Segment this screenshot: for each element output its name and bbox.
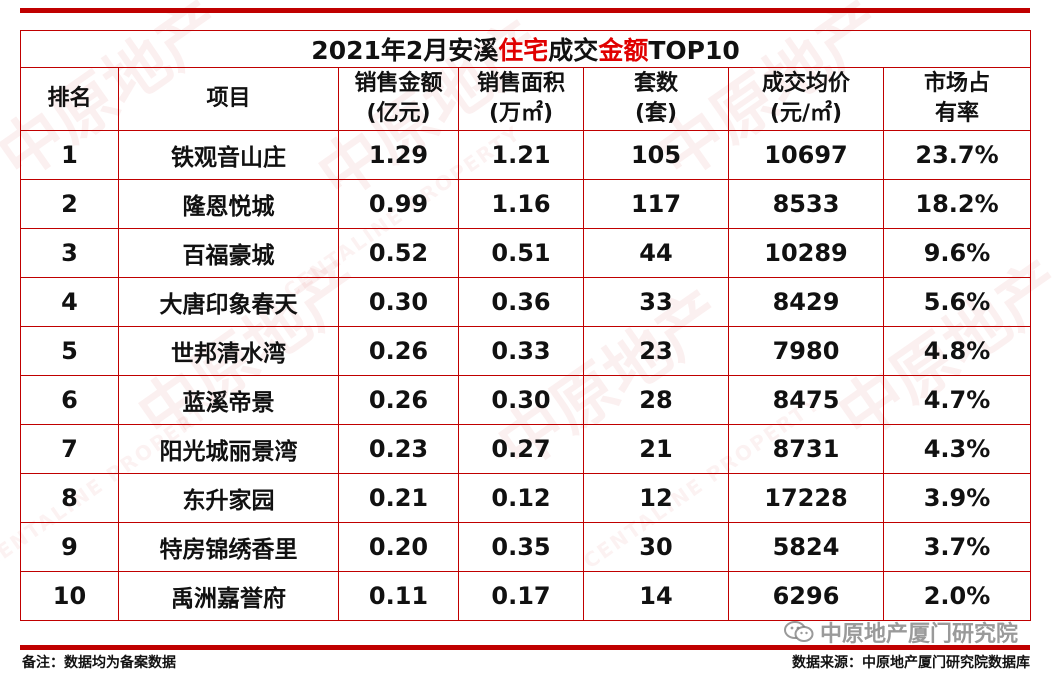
table-row: 4 大唐印象春天 0.30 0.36 33 8429 5.6%: [20, 277, 1032, 327]
cell-project: 百福豪城: [118, 228, 339, 278]
cell-sales-area: 0.51: [458, 228, 584, 278]
cell-sales-area: 0.33: [458, 326, 584, 376]
cell-project: 蓝溪帝景: [118, 375, 339, 425]
cell-avg-price: 7980: [728, 326, 884, 376]
table-row: 6 蓝溪帝景 0.26 0.30 28 8475 4.7%: [20, 375, 1032, 425]
table-title: 2021年2月安溪住宅成交金额TOP10: [19, 30, 1032, 68]
brand-mark: 中原地产厦门研究院: [783, 616, 1018, 648]
cell-avg-price: 5824: [728, 522, 884, 572]
cell-avg-price: 6296: [728, 571, 884, 621]
cell-market-share: 4.7%: [882, 375, 1032, 425]
cell-sales-area: 0.12: [458, 473, 584, 523]
header-units: 套数 (套): [583, 67, 729, 131]
cell-avg-price: 10697: [728, 130, 884, 180]
footer-note: 备注：数据均为备案数据: [22, 655, 176, 671]
cell-rank: 8: [20, 473, 119, 523]
cell-sales-amount: 0.52: [338, 228, 459, 278]
cell-avg-price: 8533: [728, 179, 884, 229]
table-row: 7 阳光城丽景湾 0.23 0.27 21 8731 4.3%: [20, 424, 1032, 474]
cell-units: 44: [583, 228, 729, 278]
cell-avg-price: 8475: [728, 375, 884, 425]
cell-sales-amount: 0.23: [338, 424, 459, 474]
cell-market-share: 3.9%: [882, 473, 1032, 523]
cell-rank: 5: [20, 326, 119, 376]
table-row: 10 禹洲嘉誉府 0.11 0.17 14 6296 2.0%: [20, 571, 1032, 621]
cell-units: 105: [583, 130, 729, 180]
cell-rank: 6: [20, 375, 119, 425]
cell-rank: 9: [20, 522, 119, 572]
cell-sales-amount: 0.26: [338, 375, 459, 425]
table-row: 3 百福豪城 0.52 0.51 44 10289 9.6%: [20, 228, 1032, 278]
cell-avg-price: 8429: [728, 277, 884, 327]
cell-project: 特房锦绣香里: [118, 522, 339, 572]
cell-project: 大唐印象春天: [118, 277, 339, 327]
bottom-rule: [20, 645, 1030, 650]
header-project: 项目: [118, 67, 339, 131]
header-avg-price: 成交均价 (元/㎡): [728, 67, 884, 131]
header-rank: 排名: [20, 67, 119, 131]
table-row: 8 东升家园 0.21 0.12 12 17228 3.9%: [20, 473, 1032, 523]
brand-text: 中原地产厦门研究院: [819, 622, 1018, 647]
cell-market-share: 3.7%: [882, 522, 1032, 572]
cell-units: 28: [583, 375, 729, 425]
cell-project: 世邦清水湾: [118, 326, 339, 376]
ranking-table: 2021年2月安溪住宅成交金额TOP10 排名 项目 销售金额 (亿元) 销售面积…: [19, 30, 1032, 621]
cell-units: 23: [583, 326, 729, 376]
cell-sales-area: 1.21: [458, 130, 584, 180]
cell-market-share: 5.6%: [882, 277, 1032, 327]
cell-rank: 10: [20, 571, 119, 621]
cell-project: 阳光城丽景湾: [118, 424, 339, 474]
table-row: 1 铁观音山庄 1.29 1.21 105 10697 23.7%: [20, 130, 1032, 180]
table-row: 2 隆恩悦城 0.99 1.16 117 8533 18.2%: [20, 179, 1032, 229]
table-row: 5 世邦清水湾 0.26 0.33 23 7980 4.8%: [20, 326, 1032, 376]
header-market-share: 市场占 有率: [882, 67, 1032, 131]
header-sales-amount: 销售金额 (亿元): [338, 67, 459, 131]
header-row: 排名 项目 销售金额 (亿元) 销售面积 (万㎡) 套数 (套) 成交均价 (元/㎡) …: [20, 67, 1032, 131]
cell-units: 14: [583, 571, 729, 621]
cell-project: 铁观音山庄: [118, 130, 339, 180]
cell-sales-amount: 0.26: [338, 326, 459, 376]
top-rule: [20, 8, 1030, 13]
cell-project: 隆恩悦城: [118, 179, 339, 229]
cell-project: 禹洲嘉誉府: [118, 571, 339, 621]
cell-rank: 7: [20, 424, 119, 474]
cell-market-share: 2.0%: [882, 571, 1032, 621]
cell-units: 117: [583, 179, 729, 229]
cell-avg-price: 8731: [728, 424, 884, 474]
cell-sales-area: 0.17: [458, 571, 584, 621]
cell-avg-price: 10289: [728, 228, 884, 278]
cell-rank: 3: [20, 228, 119, 278]
cell-sales-amount: 0.30: [338, 277, 459, 327]
wechat-icon: [783, 621, 814, 643]
cell-market-share: 18.2%: [882, 179, 1032, 229]
table-row: 9 特房锦绣香里 0.20 0.35 30 5824 3.7%: [20, 522, 1032, 572]
footer-source: 数据来源：中原地产厦门研究院数据库: [792, 655, 1030, 671]
cell-units: 33: [583, 277, 729, 327]
cell-market-share: 4.8%: [882, 326, 1032, 376]
cell-units: 30: [583, 522, 729, 572]
cell-sales-amount: 0.11: [338, 571, 459, 621]
cell-sales-area: 1.16: [458, 179, 584, 229]
cell-sales-area: 0.36: [458, 277, 584, 327]
cell-sales-amount: 1.29: [338, 130, 459, 180]
cell-units: 12: [583, 473, 729, 523]
cell-sales-amount: 0.20: [338, 522, 459, 572]
cell-rank: 1: [20, 130, 119, 180]
cell-market-share: 23.7%: [882, 130, 1032, 180]
cell-rank: 4: [20, 277, 119, 327]
cell-rank: 2: [20, 179, 119, 229]
cell-sales-area: 0.35: [458, 522, 584, 572]
cell-units: 21: [583, 424, 729, 474]
cell-sales-area: 0.27: [458, 424, 584, 474]
cell-avg-price: 17228: [728, 473, 884, 523]
cell-market-share: 9.6%: [882, 228, 1032, 278]
cell-market-share: 4.3%: [882, 424, 1032, 474]
cell-project: 东升家园: [118, 473, 339, 523]
cell-sales-amount: 0.99: [338, 179, 459, 229]
header-sales-area: 销售面积 (万㎡): [458, 67, 584, 131]
cell-sales-amount: 0.21: [338, 473, 459, 523]
cell-sales-area: 0.30: [458, 375, 584, 425]
